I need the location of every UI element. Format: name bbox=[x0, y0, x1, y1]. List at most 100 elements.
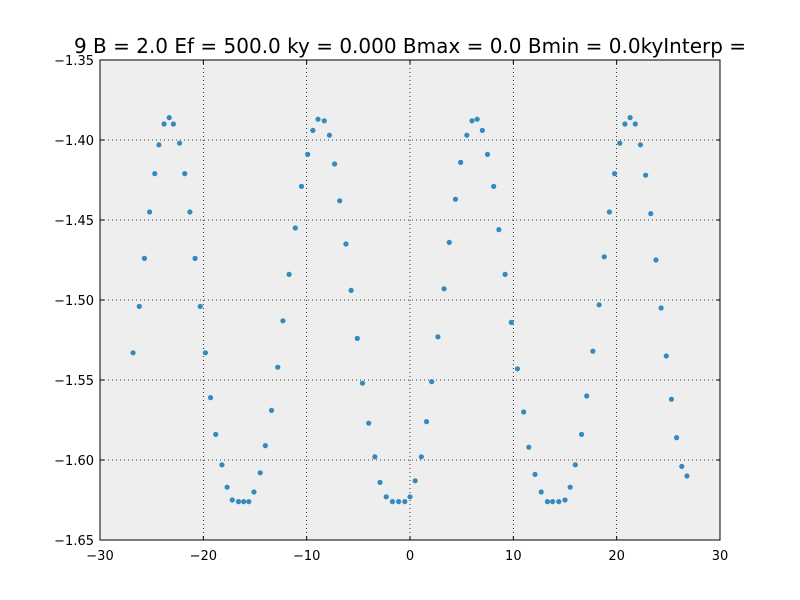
y-tick-label: −1.65 bbox=[54, 534, 94, 549]
data-point bbox=[452, 196, 459, 202]
data-points bbox=[130, 115, 690, 505]
data-point bbox=[207, 395, 214, 401]
data-point bbox=[532, 471, 538, 477]
x-tick-labels: −30 −20 −10 0 10 20 30 bbox=[86, 549, 728, 564]
data-point bbox=[354, 335, 360, 341]
data-point bbox=[435, 334, 441, 340]
data-point bbox=[337, 198, 343, 204]
data-point bbox=[441, 286, 447, 292]
data-point bbox=[521, 409, 527, 415]
data-point bbox=[572, 462, 578, 468]
data-point bbox=[396, 499, 402, 505]
data-point bbox=[637, 142, 644, 148]
data-point bbox=[617, 140, 623, 146]
data-point bbox=[348, 287, 354, 293]
data-point bbox=[658, 305, 664, 311]
x-tick-label: 10 bbox=[505, 549, 522, 564]
x-tick-label: 0 bbox=[406, 549, 414, 564]
data-point bbox=[684, 473, 690, 479]
data-point bbox=[161, 121, 167, 127]
data-point bbox=[679, 463, 685, 469]
data-point bbox=[315, 116, 321, 122]
data-point bbox=[251, 489, 257, 495]
data-point bbox=[224, 484, 230, 490]
x-tick-label: 30 bbox=[712, 549, 729, 564]
x-tick-label: −20 bbox=[190, 549, 217, 564]
data-point bbox=[229, 497, 235, 503]
data-point bbox=[182, 171, 188, 177]
data-point bbox=[674, 435, 680, 441]
data-point bbox=[643, 172, 649, 178]
data-point bbox=[147, 209, 153, 215]
data-point bbox=[601, 254, 607, 260]
grid-lines bbox=[100, 60, 720, 540]
data-point bbox=[632, 121, 638, 127]
data-point bbox=[446, 239, 452, 245]
data-point bbox=[663, 353, 669, 359]
data-point bbox=[458, 159, 464, 165]
data-point bbox=[578, 431, 585, 437]
data-point bbox=[197, 303, 203, 309]
data-point bbox=[514, 366, 521, 372]
data-point bbox=[491, 183, 497, 189]
y-tick-label: −1.40 bbox=[54, 134, 94, 149]
data-point bbox=[496, 227, 502, 233]
data-point bbox=[612, 171, 618, 177]
data-point bbox=[550, 499, 556, 505]
data-point bbox=[262, 443, 268, 449]
data-point bbox=[219, 462, 225, 468]
data-point bbox=[668, 396, 675, 402]
x-tick-label: −30 bbox=[86, 549, 113, 564]
data-point bbox=[202, 350, 208, 356]
data-point bbox=[383, 494, 389, 500]
data-point bbox=[606, 209, 613, 215]
data-point bbox=[246, 499, 252, 505]
chart-title: 9 B = 2.0 Ef = 500.0 ky = 0.000 Bmax = 0… bbox=[74, 34, 746, 58]
data-point bbox=[402, 499, 408, 505]
y-tick-labels: −1.65 −1.60 −1.55 −1.50 −1.45 −1.40 −1.35 bbox=[54, 54, 94, 549]
data-point bbox=[141, 255, 148, 261]
data-point bbox=[562, 497, 568, 503]
data-point bbox=[187, 209, 193, 215]
data-point bbox=[176, 140, 183, 146]
data-point bbox=[152, 171, 158, 177]
y-tick-label: −1.45 bbox=[54, 214, 94, 229]
data-point bbox=[298, 183, 305, 189]
data-point bbox=[653, 257, 659, 263]
axis-ticks bbox=[99, 59, 721, 541]
data-point bbox=[479, 127, 485, 133]
data-point bbox=[321, 118, 327, 124]
data-point bbox=[469, 118, 475, 124]
data-point bbox=[235, 499, 242, 505]
data-point bbox=[418, 454, 424, 460]
data-point bbox=[166, 115, 172, 121]
data-point bbox=[366, 420, 372, 426]
data-point bbox=[241, 499, 247, 505]
data-point bbox=[590, 348, 596, 354]
x-tick-label: −10 bbox=[293, 549, 320, 564]
data-point bbox=[257, 470, 263, 476]
data-point bbox=[292, 225, 298, 231]
data-point bbox=[343, 241, 349, 247]
data-point bbox=[526, 444, 532, 450]
data-point bbox=[508, 319, 514, 325]
data-point bbox=[648, 211, 654, 217]
data-point bbox=[213, 431, 219, 437]
data-point bbox=[275, 364, 281, 370]
data-point bbox=[192, 255, 198, 261]
data-point bbox=[567, 484, 573, 490]
y-tick-label: −1.35 bbox=[54, 54, 94, 69]
data-point bbox=[544, 499, 551, 505]
data-point bbox=[130, 350, 136, 356]
data-point bbox=[429, 379, 435, 385]
data-point bbox=[280, 318, 286, 324]
data-point bbox=[423, 419, 430, 425]
data-point bbox=[538, 489, 544, 495]
data-point bbox=[412, 478, 418, 484]
data-point bbox=[389, 499, 396, 505]
data-point bbox=[286, 271, 292, 277]
y-tick-label: −1.50 bbox=[54, 294, 94, 309]
data-point bbox=[556, 499, 562, 505]
data-point bbox=[305, 151, 311, 157]
